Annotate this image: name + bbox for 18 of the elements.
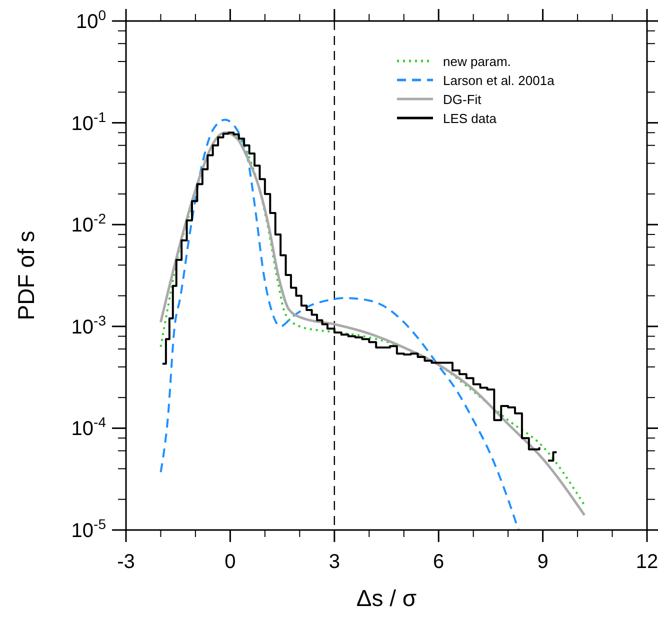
legend-label: Larson et al. 2001a xyxy=(443,73,556,88)
x-tick-label: 0 xyxy=(224,551,236,573)
y-tick-label: 10$^{-1}$ xyxy=(71,108,106,135)
y-tick-label: 10$^{-2}$ xyxy=(71,210,106,237)
y-tick-label: 10$^{0}$ xyxy=(76,7,106,33)
legend-label: new param. xyxy=(443,54,511,69)
x-tick-label: -3 xyxy=(117,551,135,573)
x-tick-label: 3 xyxy=(328,551,340,573)
y-tick-label: 10$^{-4}$ xyxy=(71,414,106,440)
y-tick-label: 10$^{-5}$ xyxy=(71,516,106,542)
x-tick-label: 9 xyxy=(537,551,548,573)
x-axis-title: Δs / σ xyxy=(356,585,417,611)
y-axis-title: PDF of s xyxy=(13,230,39,320)
legend-label: LES data xyxy=(443,111,498,126)
x-tick-label: 6 xyxy=(433,551,444,573)
legend-label: DG-Fit xyxy=(443,92,482,107)
x-tick-label: 12 xyxy=(636,551,658,573)
y-tick-label: 10$^{-3}$ xyxy=(71,312,106,338)
